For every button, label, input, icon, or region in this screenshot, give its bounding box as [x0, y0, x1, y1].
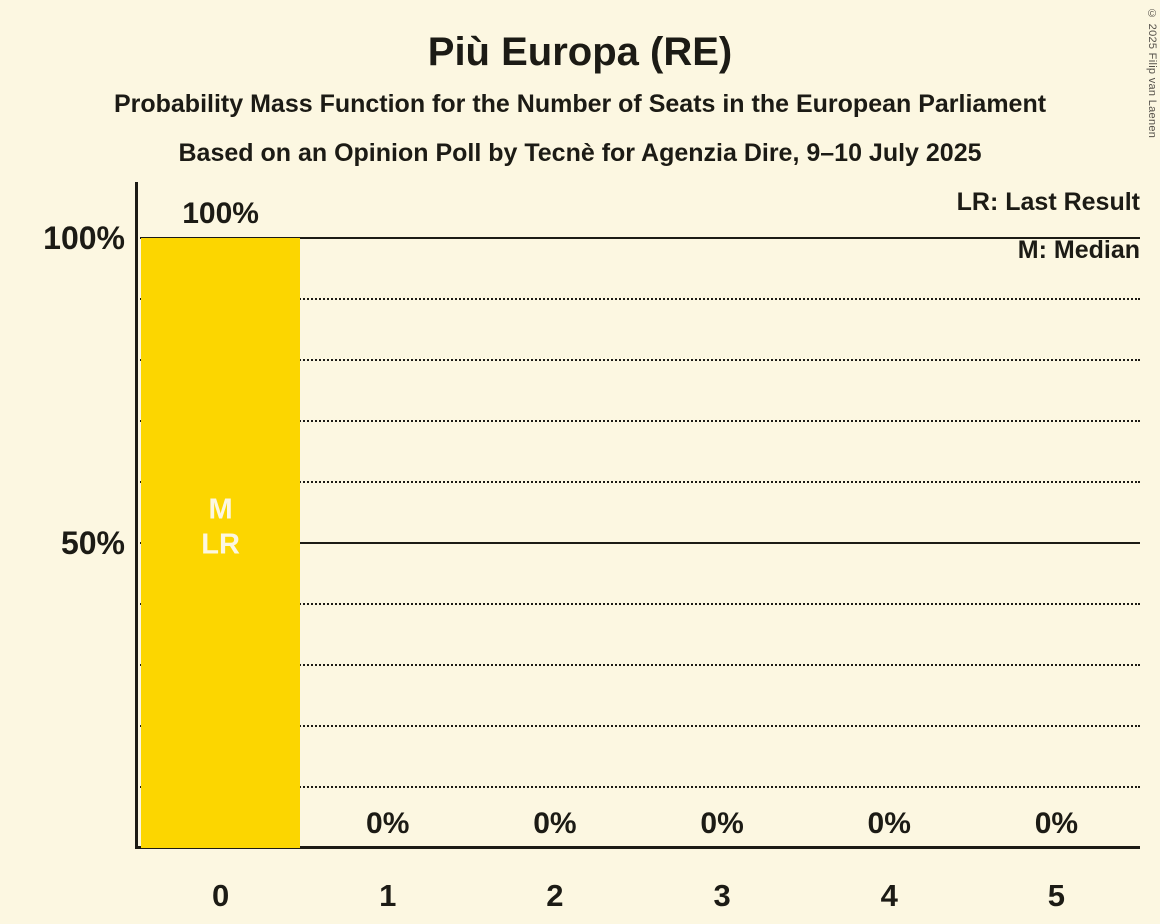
chart-title: Più Europa (RE) — [427, 30, 733, 74]
dotted-gridline-70 — [140, 420, 1140, 422]
bar-seats-0 — [141, 238, 301, 848]
copyright-note: © 2025 Filip van Laenen — [1146, 8, 1158, 139]
dotted-gridline-60 — [140, 481, 1140, 483]
bar-value-label-2: 0% — [533, 807, 577, 840]
x-tick-label-1: 1 — [379, 878, 397, 913]
dotted-gridline-20 — [140, 725, 1140, 727]
y-tick-label-100: 100% — [43, 220, 125, 256]
dotted-gridline-80 — [140, 359, 1140, 361]
bar-value-label-5: 0% — [1034, 807, 1079, 840]
bar-value-label-4: 0% — [867, 807, 911, 840]
x-axis-line — [135, 846, 1140, 849]
solid-gridline-50 — [140, 542, 1140, 544]
chart-subtitle-line2: Based on an Opinion Poll by Tecnè for Ag… — [178, 139, 982, 167]
x-tick-label-5: 5 — [1047, 878, 1066, 913]
x-tick-label-0: 0 — [211, 878, 230, 913]
x-tick-label-4: 4 — [880, 878, 898, 913]
dotted-gridline-30 — [140, 664, 1140, 666]
bar-value-label-3: 0% — [700, 807, 744, 840]
bar-value-label-0: 100% — [182, 197, 259, 230]
solid-gridline-100 — [140, 237, 1140, 239]
bar-value-label-1: 0% — [366, 807, 410, 840]
y-tick-label-50: 50% — [60, 525, 125, 561]
dotted-gridline-10 — [140, 786, 1140, 788]
dotted-gridline-40 — [140, 603, 1140, 605]
legend-median: M: Median — [1017, 236, 1140, 264]
x-tick-label-3: 3 — [713, 878, 731, 913]
x-tick-label-2: 2 — [546, 878, 564, 913]
y-axis-line — [135, 182, 138, 848]
legend-last-result: LR: Last Result — [956, 188, 1140, 216]
chart-subtitle-line1: Probability Mass Function for the Number… — [113, 90, 1047, 118]
bar-annotation-0: M LR — [201, 493, 240, 561]
dotted-gridline-90 — [140, 298, 1140, 300]
